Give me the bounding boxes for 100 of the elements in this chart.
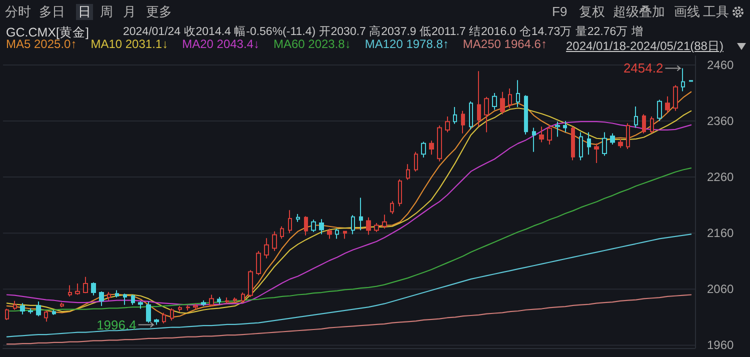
line-series: [6, 168, 692, 312]
candlestick: [650, 116, 654, 134]
candlestick: [304, 216, 308, 236]
candlestick: [508, 88, 512, 109]
text: 1978.8↑: [406, 37, 449, 51]
text: 日: [76, 4, 93, 20]
text: 2031.1↓: [125, 37, 168, 51]
text: 超级叠加: [612, 4, 666, 20]
candlestick: [311, 219, 316, 232]
candlestick: [469, 100, 473, 130]
candlestick: [154, 318, 159, 326]
candlestick: [272, 230, 277, 252]
y-tick-label: 2360: [707, 114, 734, 128]
candlestick: [178, 305, 182, 312]
candlestick: [366, 216, 371, 236]
candlestick: [343, 230, 347, 240]
text: 2023.8↓: [308, 37, 351, 51]
y-tick-label: 2060: [707, 282, 734, 296]
candlestick: [351, 214, 355, 235]
candlestick: [209, 294, 214, 306]
candlestick: [359, 197, 363, 231]
candlestick: [60, 302, 64, 308]
chart-subtitle: 2024/01/24 收2014.4 幅-0.56%(-11.4) 开2030.7 高2037.9 低2011.7 结2016.0 仓14.73万 量22.76万 增: [123, 24, 644, 38]
candlestick: [689, 80, 693, 82]
candlestick: [296, 214, 300, 222]
candlestick: [233, 297, 237, 304]
candlestick: [414, 151, 418, 172]
candlestick: [421, 141, 426, 158]
candlestick: [225, 297, 229, 304]
y-tick-label: 2460: [707, 58, 734, 72]
candlestick: [547, 124, 552, 146]
text: MA10: [90, 37, 122, 51]
candlestick: [28, 308, 33, 314]
candlestick: [162, 312, 166, 324]
line-series: [6, 294, 692, 345]
candlestick: [484, 96, 489, 133]
annotation: 1996.4: [96, 317, 136, 332]
text: 工具: [702, 4, 730, 20]
candlestick: [681, 68, 685, 92]
candlestick: [453, 106, 457, 124]
text: MA250: [462, 37, 502, 51]
candlestick: [335, 228, 339, 240]
candlestick: [642, 114, 646, 134]
text: F9: [551, 4, 568, 20]
candlestick: [327, 228, 332, 240]
text: MA5: [6, 37, 31, 51]
candlestick: [571, 126, 575, 161]
text: MA120: [364, 37, 404, 51]
chart-title: GC.CMX[黄金]: [6, 26, 89, 40]
candlestick: [382, 214, 387, 230]
text: 分时: [4, 4, 32, 20]
candlestick: [68, 284, 72, 297]
y-tick-label: 2260: [707, 170, 734, 184]
text: 月: [122, 4, 137, 20]
candlestick: [524, 94, 528, 135]
candlestick: [146, 300, 151, 324]
candlestick: [52, 309, 56, 316]
candlestick: [445, 116, 450, 133]
candlestick: [390, 200, 394, 215]
candlestick: [657, 99, 662, 122]
y-tick-label: 1960: [707, 338, 734, 352]
text: 2043.4↓: [216, 37, 260, 51]
candlestick: [563, 120, 567, 133]
text: 1964.6↑: [504, 37, 547, 51]
candlestick: [500, 91, 505, 115]
candlestick: [673, 84, 678, 112]
candlestick: [91, 282, 96, 296]
candlestick: [516, 80, 520, 108]
candlestick: [665, 96, 670, 114]
candlestick: [579, 132, 583, 161]
candlestick: [594, 142, 599, 164]
candlestick: [618, 138, 623, 148]
candlestick: [20, 302, 25, 315]
candlestick: [280, 226, 284, 240]
text: 复权: [578, 4, 606, 20]
candlestick: [123, 293, 127, 306]
candlestick: [256, 250, 261, 276]
candlestick: [13, 300, 17, 310]
candlestick: [170, 308, 174, 322]
candlestick: [532, 127, 536, 152]
candlestick: [115, 290, 119, 298]
candlestick: [602, 132, 607, 156]
candlestick: [429, 140, 434, 156]
candlestick: [634, 106, 638, 128]
line-series: [6, 234, 692, 338]
candlestick: [201, 300, 206, 306]
text: MA60: [273, 37, 306, 51]
candlestick: [398, 178, 402, 207]
candlestick: [406, 164, 410, 180]
text: 多日: [38, 4, 66, 20]
candlestick: [107, 291, 111, 301]
text: 更多: [145, 4, 173, 20]
candlestick: [131, 294, 135, 306]
candlestick: [217, 296, 221, 305]
candlestick: [492, 92, 497, 110]
candlestick: [477, 70, 481, 128]
candlestick: [610, 132, 615, 146]
text: 周: [99, 4, 114, 20]
candlestick: [186, 304, 190, 311]
candlestick: [75, 283, 80, 296]
